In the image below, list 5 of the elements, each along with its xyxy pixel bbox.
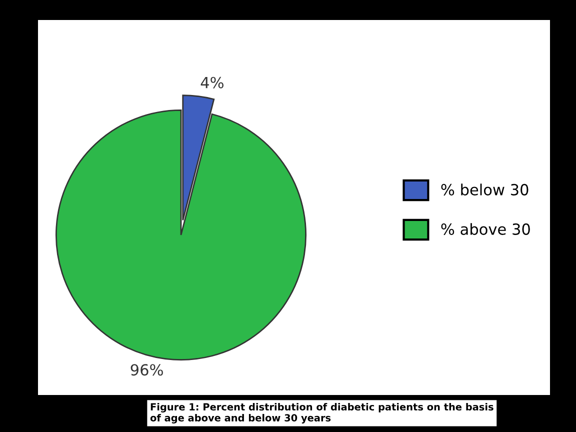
caption: Figure 1: Percent distribution of diabetic patients on the basis of age above and below 30 years xyxy=(150,403,494,424)
legend-label: % below 30 xyxy=(441,184,528,196)
data-label: 96% xyxy=(130,364,163,376)
data-label: 4% xyxy=(200,76,224,88)
legend-label: % above 30 xyxy=(441,223,530,235)
